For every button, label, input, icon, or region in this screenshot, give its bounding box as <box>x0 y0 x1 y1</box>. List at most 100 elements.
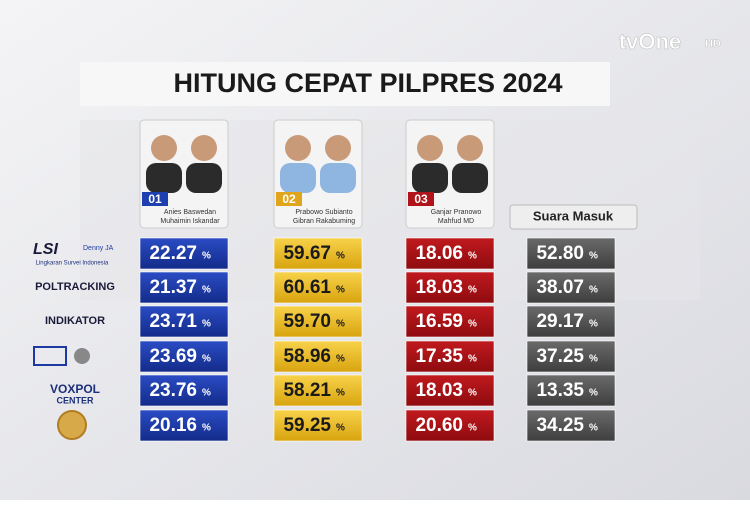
result-unit: % <box>589 388 598 399</box>
result-unit: % <box>336 285 345 296</box>
result-unit: % <box>202 354 211 365</box>
result-value: 20.60 <box>415 415 463 436</box>
result-cell <box>405 237 495 270</box>
result-unit: % <box>468 285 477 296</box>
result-cell <box>405 409 495 442</box>
candidate-number: 03 <box>414 192 428 206</box>
result-cell <box>139 237 229 270</box>
result-cell <box>405 271 495 304</box>
result-cell <box>405 374 495 407</box>
candidate-number-badge <box>408 192 434 206</box>
portrait-head <box>457 135 483 161</box>
result-unit: % <box>468 388 477 399</box>
result-unit: % <box>336 388 345 399</box>
pollster-name: POLTRACKING <box>35 281 115 293</box>
portrait-body <box>280 163 316 193</box>
result-unit: % <box>336 251 345 262</box>
result-value: 22.27 <box>149 243 197 264</box>
result-cell <box>273 374 363 407</box>
portrait-head <box>325 135 351 161</box>
result-value: 52.80 <box>536 243 584 264</box>
result-unit: % <box>468 319 477 330</box>
result-value: 59.70 <box>283 311 331 332</box>
result-unit: % <box>202 388 211 399</box>
portrait-body <box>412 163 448 193</box>
result-cell <box>526 374 616 407</box>
result-cell <box>273 237 363 270</box>
result-value: 58.21 <box>283 380 331 401</box>
result-value: 23.71 <box>149 311 197 332</box>
result-cell <box>139 374 229 407</box>
result-cell <box>526 305 616 338</box>
result-value: 13.35 <box>536 380 584 401</box>
portrait-head <box>417 135 443 161</box>
result-cell <box>526 409 616 442</box>
pollster-subtitle: Lingkaran Survei Indonesia <box>36 261 109 267</box>
result-unit: % <box>589 319 598 330</box>
result-cell <box>273 305 363 338</box>
pollster-logo <box>74 348 90 364</box>
result-unit: % <box>589 354 598 365</box>
result-unit: % <box>202 285 211 296</box>
pollster-tag: Denny JA <box>83 245 114 252</box>
result-unit: % <box>202 423 211 434</box>
result-value: 38.07 <box>536 277 584 298</box>
result-value: 58.96 <box>283 346 331 367</box>
result-value: 59.25 <box>283 415 331 436</box>
result-value: 17.35 <box>415 346 463 367</box>
result-unit: % <box>589 285 598 296</box>
portrait-head <box>151 135 177 161</box>
result-unit: % <box>468 354 477 365</box>
result-value: 18.03 <box>415 277 463 298</box>
result-unit: % <box>336 423 345 434</box>
pollster-name: LSI <box>33 241 58 258</box>
result-value: 23.69 <box>149 346 197 367</box>
result-cell <box>139 271 229 304</box>
result-value: 16.59 <box>415 311 463 332</box>
channel-badge: HD <box>705 38 721 50</box>
result-unit: % <box>468 423 477 434</box>
result-cell <box>526 340 616 373</box>
candidate-number: 01 <box>148 192 162 206</box>
votes-header: Suara Masuk <box>533 208 614 223</box>
pollster-logo <box>57 410 87 440</box>
result-cell <box>273 271 363 304</box>
result-value: 37.25 <box>536 346 584 367</box>
candidate-number: 02 <box>282 192 296 206</box>
candidate-name: Mahfud MD <box>438 218 474 225</box>
result-unit: % <box>589 423 598 434</box>
result-unit: % <box>468 251 477 262</box>
result-value: 59.67 <box>283 243 331 264</box>
result-cell <box>139 340 229 373</box>
result-unit: % <box>589 251 598 262</box>
portrait-head <box>191 135 217 161</box>
pollster-subtitle: CENTER <box>56 395 94 405</box>
result-cell <box>139 409 229 442</box>
result-value: 23.76 <box>149 380 197 401</box>
result-cell <box>526 271 616 304</box>
title: HITUNG CEPAT PILPRES 2024 <box>173 68 562 98</box>
result-value: 18.03 <box>415 380 463 401</box>
result-cell <box>526 237 616 270</box>
result-cell <box>405 340 495 373</box>
result-cell <box>273 409 363 442</box>
result-value: 60.61 <box>283 277 331 298</box>
pollster-logo <box>33 346 67 366</box>
title-bar <box>80 62 610 106</box>
portrait-body <box>452 163 488 193</box>
portrait-body <box>186 163 222 193</box>
result-unit: % <box>336 319 345 330</box>
portrait-body <box>146 163 182 193</box>
result-value: 29.17 <box>536 311 584 332</box>
candidate-name: Ganjar Pranowo <box>431 209 482 216</box>
candidate-number-badge <box>142 192 168 206</box>
result-unit: % <box>202 251 211 262</box>
result-unit: % <box>336 354 345 365</box>
result-cell <box>405 305 495 338</box>
result-cell <box>139 305 229 338</box>
result-value: 34.25 <box>536 415 584 436</box>
result-value: 20.16 <box>149 415 197 436</box>
candidate-name: Muhaimin Iskandar <box>160 218 220 225</box>
result-value: 18.06 <box>415 243 463 264</box>
